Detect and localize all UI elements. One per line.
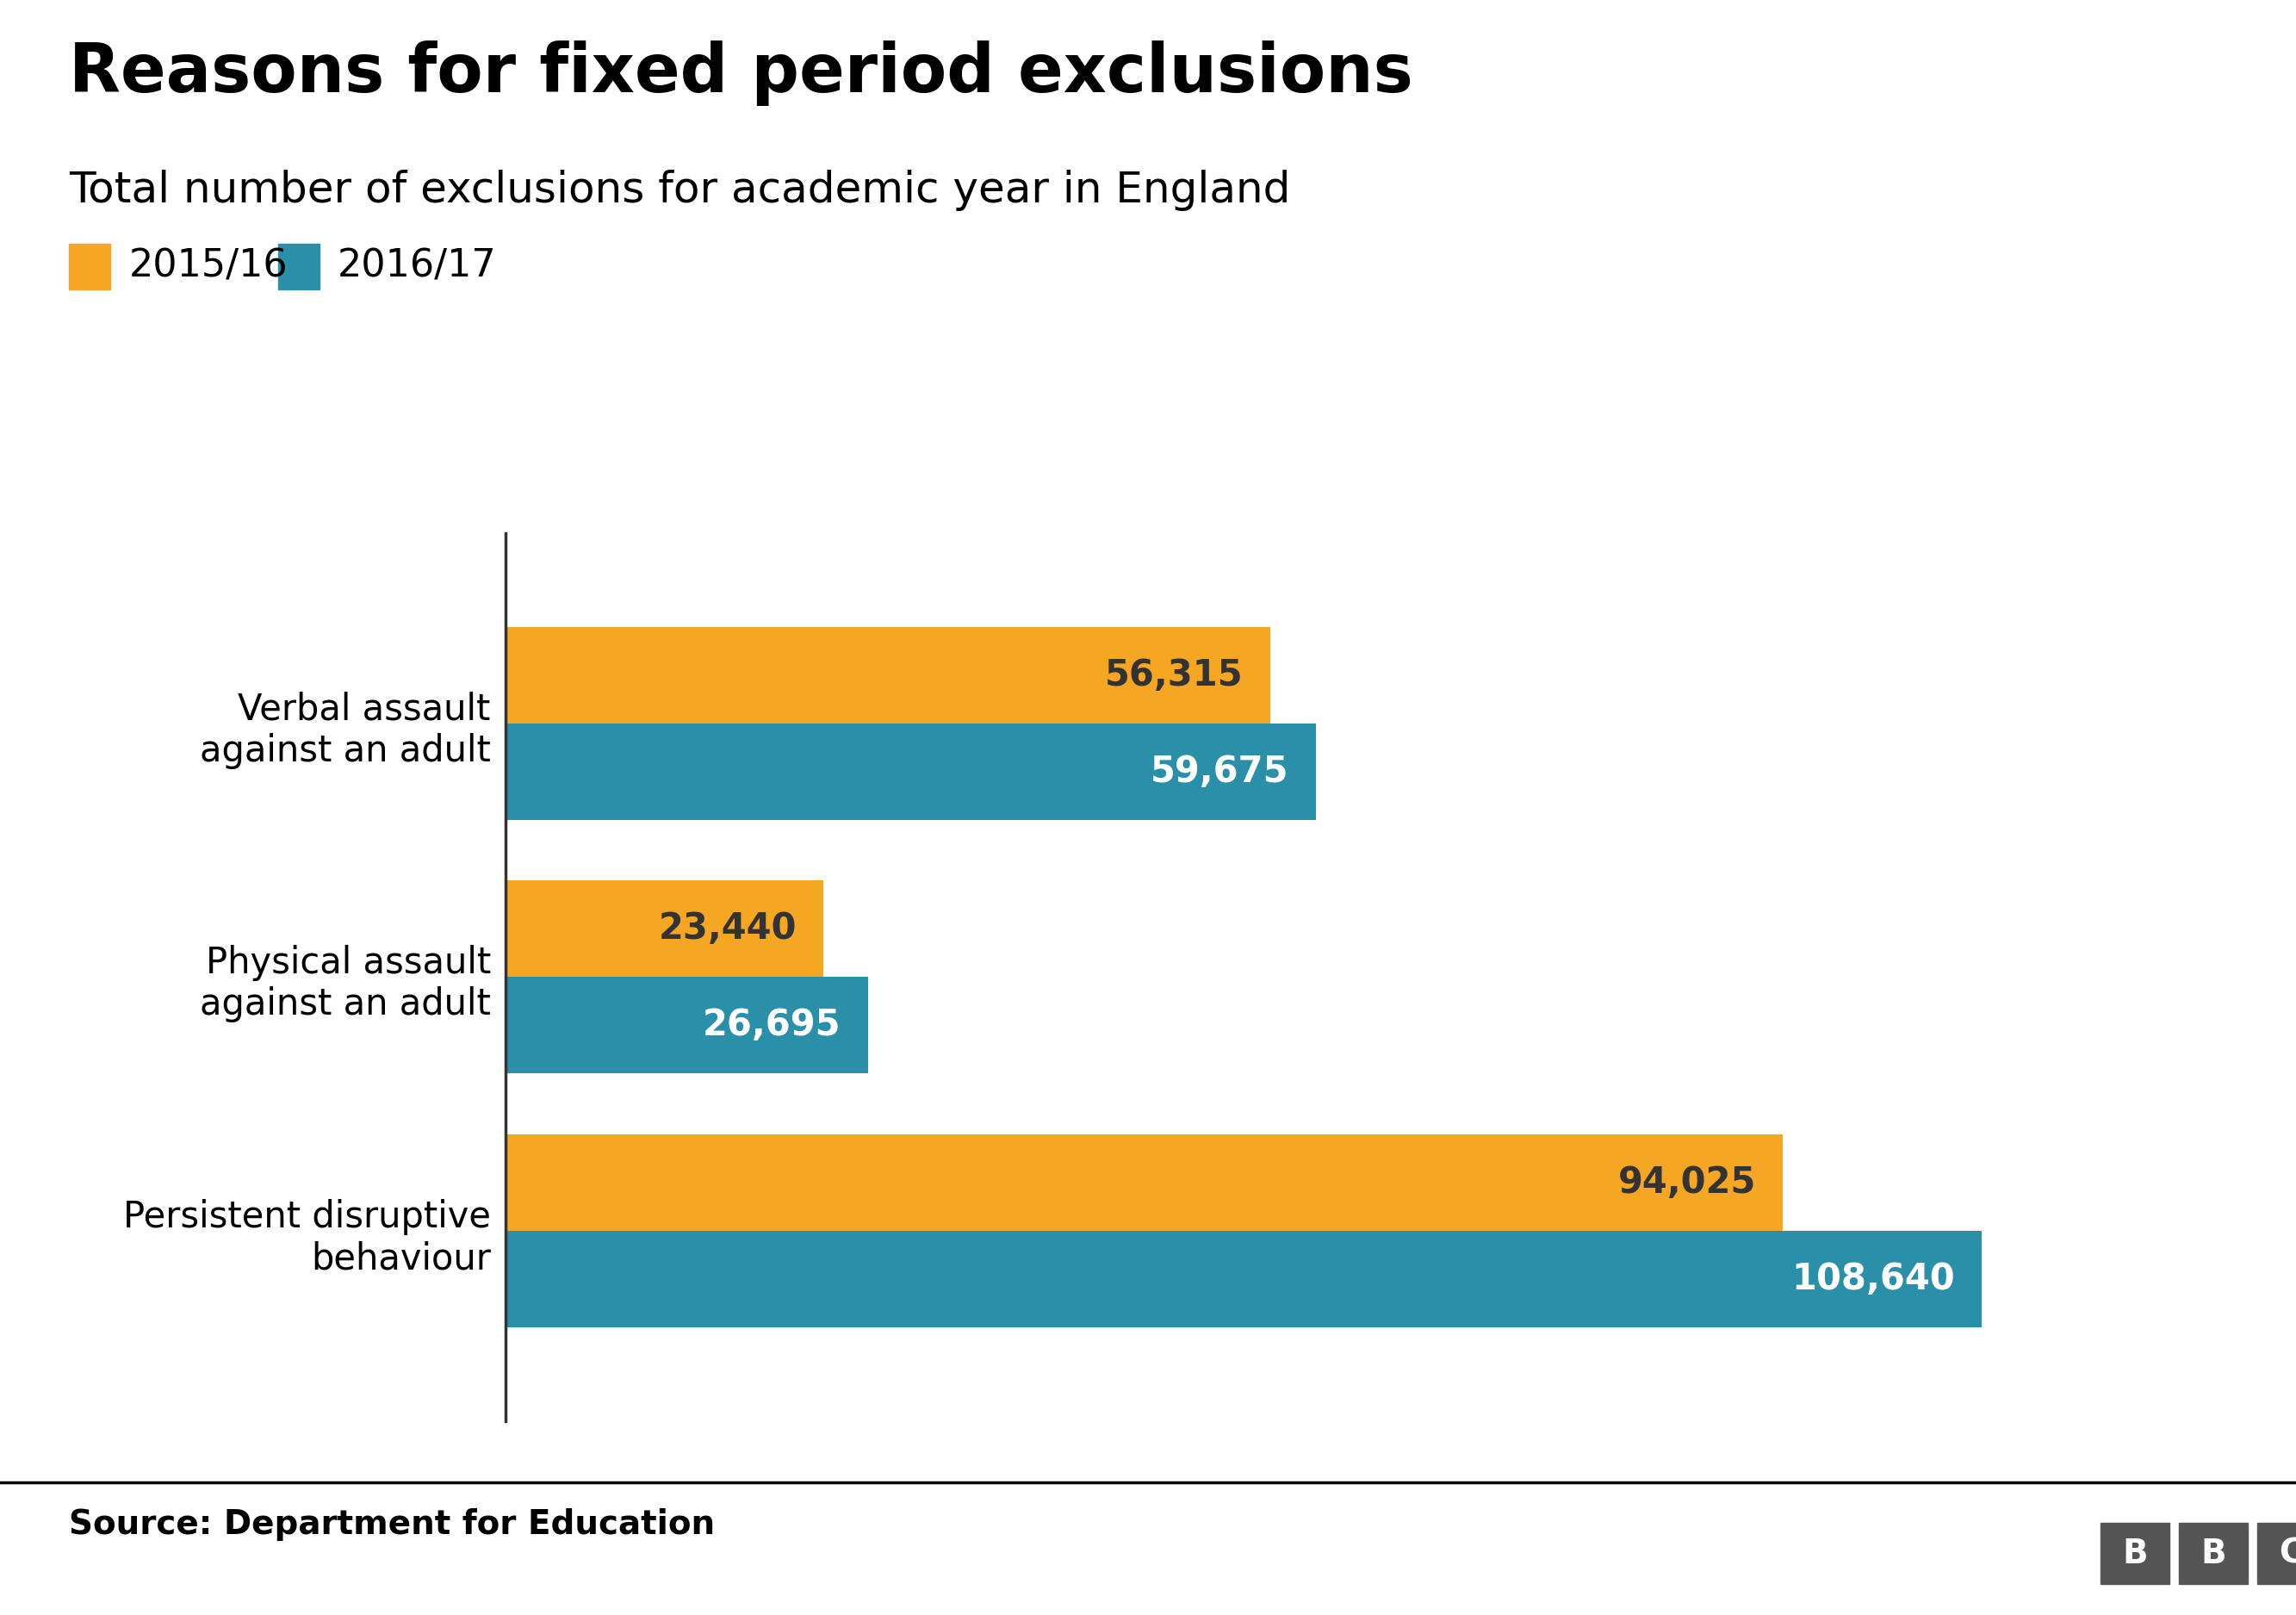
Bar [505,977,868,1074]
Text: 23,440: 23,440 [659,911,797,946]
Text: Source: Department for Education: Source: Department for Education [69,1508,714,1541]
Text: Reasons for fixed period exclusions: Reasons for fixed period exclusions [69,40,1412,107]
Text: 108,640: 108,640 [1791,1261,1954,1297]
Text: 94,025: 94,025 [1619,1164,1756,1200]
Bar [505,1134,1784,1231]
Text: 2015/16: 2015/16 [129,249,287,284]
Text: 59,675: 59,675 [1150,754,1288,790]
Text: 26,695: 26,695 [703,1008,840,1043]
Text: C: C [2280,1537,2296,1570]
Bar [505,1231,1981,1328]
Bar [505,627,1270,724]
Bar [505,724,1316,820]
Text: Total number of exclusions for academic year in England: Total number of exclusions for academic … [69,170,1290,212]
Text: B: B [2122,1537,2149,1570]
Text: 2016/17: 2016/17 [338,249,496,284]
Text: B: B [2200,1537,2227,1570]
Bar [505,880,824,977]
Text: 56,315: 56,315 [1104,657,1244,693]
